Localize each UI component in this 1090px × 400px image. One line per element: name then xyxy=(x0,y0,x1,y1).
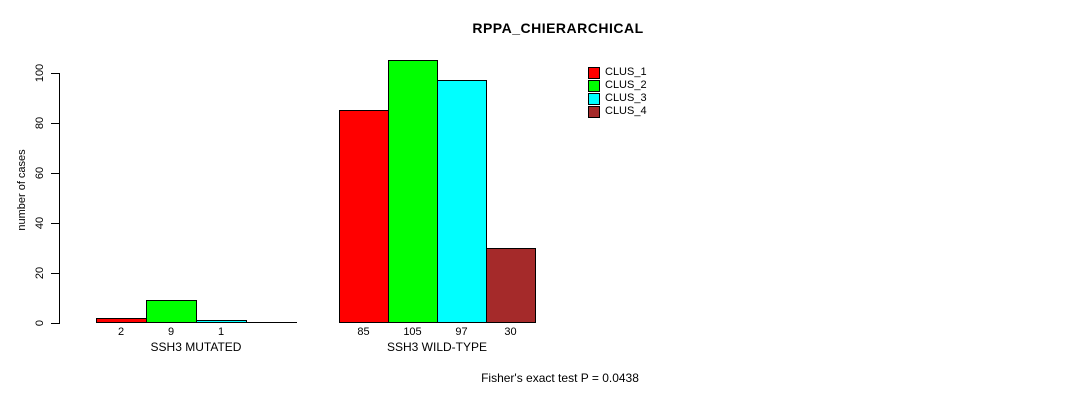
legend-item-label: CLUS_2 xyxy=(605,79,647,91)
legend: CLUS_1 CLUS_2 CLUS_3 CLUS_4 xyxy=(588,66,647,118)
bar-value-label: 97 xyxy=(455,326,468,338)
bar-value-label: 2 xyxy=(117,326,125,338)
legend-item: CLUS_3 xyxy=(588,92,647,105)
fisher-test-annotation: Fisher's exact test P = 0.0438 xyxy=(481,371,639,385)
legend-swatch-clus_4 xyxy=(588,105,600,118)
bar-clus_1 xyxy=(339,110,389,323)
legend-item: CLUS_1 xyxy=(588,66,647,79)
chart-title: RPPA_CHIERARCHICAL xyxy=(472,20,644,36)
bar-clus_1 xyxy=(96,318,147,323)
x-axis-group-label: SSH3 MUTATED xyxy=(150,340,242,354)
bar-value-label: 85 xyxy=(357,326,370,338)
bar-clus_2 xyxy=(388,60,438,323)
bar-clus_4 xyxy=(486,248,536,323)
bar-value-label: 9 xyxy=(167,326,175,338)
y-axis-tick xyxy=(51,323,59,324)
y-axis-tick-label: 80 xyxy=(34,116,46,130)
y-axis-tick-label: 0 xyxy=(34,319,46,327)
y-axis-tick xyxy=(51,73,59,74)
bar-clus_4-zero xyxy=(246,322,297,323)
y-axis-tick-label: 60 xyxy=(34,166,46,180)
legend-swatch-clus_1 xyxy=(588,66,600,79)
legend-item: CLUS_2 xyxy=(588,79,647,92)
y-axis-tick xyxy=(51,173,59,174)
legend-item-label: CLUS_3 xyxy=(605,92,647,104)
y-axis-tick xyxy=(51,123,59,124)
legend-item-label: CLUS_1 xyxy=(605,66,647,78)
bar-clus_3 xyxy=(196,320,247,323)
legend-swatch-clus_3 xyxy=(588,92,600,105)
y-axis-line xyxy=(59,73,60,324)
bar-clus_3 xyxy=(437,80,487,323)
x-axis-group-label: SSH3 WILD-TYPE xyxy=(386,340,488,354)
legend-swatch-clus_2 xyxy=(588,79,600,92)
legend-item-label: CLUS_4 xyxy=(605,105,647,117)
bar-value-label: 30 xyxy=(504,326,517,338)
y-axis-tick xyxy=(51,223,59,224)
bar-value-label: 1 xyxy=(217,326,225,338)
y-axis-tick-label: 20 xyxy=(34,266,46,280)
bar-clus_2 xyxy=(146,300,197,323)
bar-value-label: 105 xyxy=(403,326,422,338)
y-axis-tick xyxy=(51,273,59,274)
y-axis-tick-label: 40 xyxy=(34,216,46,230)
y-axis-tick-label: 100 xyxy=(34,63,46,83)
legend-item: CLUS_4 xyxy=(588,105,647,118)
